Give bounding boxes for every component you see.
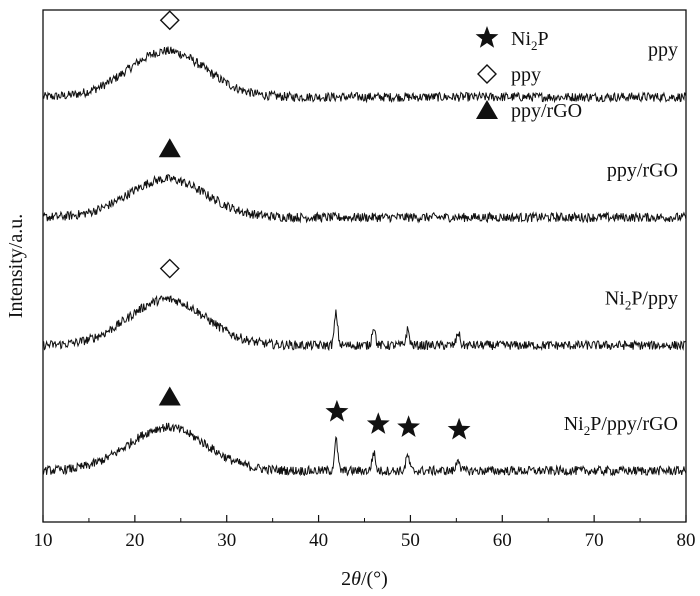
series-label-0: ppy xyxy=(648,39,678,61)
legend-label-1: ppy xyxy=(511,64,541,86)
legend-label-2-base: ppy/rGO xyxy=(511,100,582,122)
legend-label-0-tail: P xyxy=(538,28,549,50)
series-label-2-sub: 2 xyxy=(625,297,632,312)
series-label-0-base: ppy xyxy=(648,39,678,61)
marker-diamond-series-0-0 xyxy=(159,10,180,31)
legend-label-0: Ni2P xyxy=(511,28,549,53)
x-tick-label-80: 80 xyxy=(677,530,696,551)
series-layer xyxy=(42,46,687,477)
x-tick-label-60: 60 xyxy=(493,530,512,551)
legend-label-1-base: ppy xyxy=(511,64,541,86)
series-label-3: Ni2P/ppy/rGO xyxy=(564,413,678,438)
series-label-2: Ni2P/ppy xyxy=(605,287,678,312)
series-label-3-tail: P/ppy/rGO xyxy=(590,413,678,435)
plot-frame xyxy=(42,9,687,523)
x-tick-label-50: 50 xyxy=(401,530,420,551)
x-tick-label-40: 40 xyxy=(309,530,328,551)
legend-label-0-sub: 2 xyxy=(531,38,538,53)
legend-marker-triangle xyxy=(476,100,498,119)
x-axis-label-suffix: /(°) xyxy=(361,568,388,590)
legend-label-2: ppy/rGO xyxy=(511,100,582,122)
series-label-3-sub: 2 xyxy=(584,423,591,438)
x-tick-label-30: 30 xyxy=(217,530,236,551)
series-label-3-base: Ni xyxy=(564,413,584,435)
series-line-0 xyxy=(42,46,687,104)
x-axis-label: 2θ/(°) xyxy=(341,568,388,590)
series-line-2 xyxy=(42,294,687,352)
x-tick-label-20: 20 xyxy=(125,530,144,551)
marker-layer xyxy=(158,10,471,440)
marker-diamond-series-2-0 xyxy=(159,258,180,279)
x-tick-layer: 10 20 30 40 50 60 70 80 xyxy=(34,515,696,551)
series-label-2-base: Ni xyxy=(605,287,625,309)
series-line-1 xyxy=(42,173,687,224)
marker-triangle-series-3-0 xyxy=(158,386,181,406)
series-line-3 xyxy=(42,422,687,477)
legend-marker-diamond xyxy=(477,64,497,84)
marker-star-series-3-2 xyxy=(366,412,390,434)
x-tick-label-10: 10 xyxy=(34,530,53,551)
marker-star-series-3-4 xyxy=(447,417,471,440)
series-label-1-base: ppy/rGO xyxy=(607,159,678,181)
marker-star-series-3-1 xyxy=(325,399,349,422)
marker-star-series-3-3 xyxy=(397,415,420,437)
legend-marker-star xyxy=(475,26,499,48)
x-axis-label-theta: θ xyxy=(351,568,361,590)
x-axis-label-prefix: 2 xyxy=(341,568,351,590)
marker-triangle-series-1-0 xyxy=(158,138,181,158)
x-tick-label-70: 70 xyxy=(585,530,604,551)
y-axis-label: Intensity/a.u. xyxy=(5,214,27,318)
series-label-1: ppy/rGO xyxy=(607,159,678,181)
legend-label-0-base: Ni xyxy=(511,28,531,50)
series-label-2-tail: P/ppy xyxy=(631,287,678,309)
